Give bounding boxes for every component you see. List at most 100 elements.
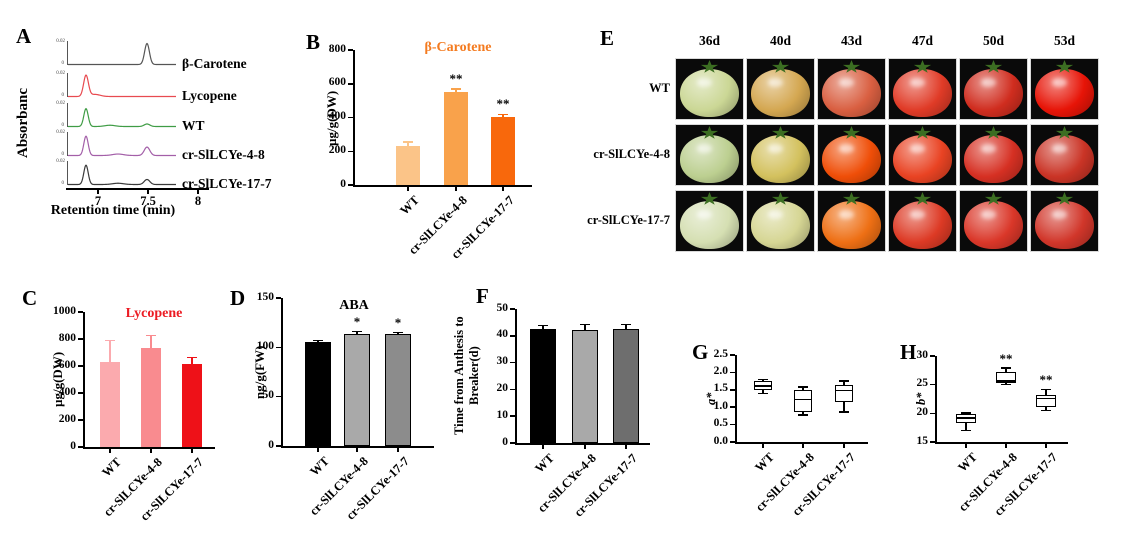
chromatogram-xtick-label: 8 <box>194 194 202 208</box>
C-ytick-label: 0 <box>70 439 76 452</box>
tomato-highlight <box>696 77 712 88</box>
C-bar <box>100 361 120 447</box>
B-y-axis <box>353 50 355 187</box>
H-whisker-cap-lo <box>1001 383 1011 386</box>
B-xtick <box>407 187 409 191</box>
D-errorbar-cap <box>313 339 323 342</box>
H-ytick <box>930 412 935 415</box>
chromatogram-trace-label: cr-SlLCYe-4-8 <box>182 147 265 162</box>
C-ytick <box>78 392 83 394</box>
chart-a-xlabel: Retention time (min) <box>50 203 176 218</box>
photo-cell <box>1030 58 1099 120</box>
F-ytick-label: 20 <box>496 381 509 394</box>
H-ytick <box>930 441 935 443</box>
C-ytick <box>78 419 83 421</box>
D-sig-label: * <box>353 313 361 329</box>
photo-col-header: 47d <box>911 33 933 48</box>
F-xtick <box>625 445 627 449</box>
chromatogram-x-axis <box>66 188 209 190</box>
D-errorbar-cap <box>393 331 403 334</box>
chromatogram-scale-max-label: 0.02 <box>56 39 65 44</box>
D-sig-label: * <box>394 314 402 330</box>
H-y-axis <box>935 356 937 444</box>
photo-cell <box>888 58 957 120</box>
G-ytick <box>730 371 735 374</box>
B-ytick-label: 200 <box>328 143 346 156</box>
chromatogram-scale-max-label: 0.02 <box>56 130 65 135</box>
D-ytick <box>276 445 281 447</box>
photo-cell <box>746 58 815 120</box>
F-ytick-label: 10 <box>496 408 509 421</box>
tomato-highlight <box>696 143 712 154</box>
tomato-photo <box>751 69 810 117</box>
H-ytick-label: 20 <box>916 405 929 418</box>
H-xtick <box>965 444 967 448</box>
H-ytick <box>930 383 935 386</box>
F-bar <box>530 329 556 443</box>
C-errorbar-cap <box>146 334 156 337</box>
H-median-line <box>1036 397 1056 400</box>
panel-letter-g: G <box>692 340 709 364</box>
chromatogram-trace-line <box>68 42 176 66</box>
tomato-photo <box>680 201 739 249</box>
G-ytick-label: 1.0 <box>713 399 728 412</box>
H-ytick <box>930 355 935 357</box>
F-errorbar-cap <box>621 323 631 326</box>
chromatogram-trace-axis <box>67 132 68 156</box>
chart-d-title: ABA <box>339 298 369 313</box>
D-y-axis <box>281 298 283 448</box>
F-errorbar <box>625 324 627 329</box>
tomato-photo <box>1035 201 1094 249</box>
B-bar <box>491 116 515 185</box>
C-x-axis <box>83 447 215 449</box>
B-errorbar <box>407 141 409 147</box>
tomato-photo <box>1035 69 1094 117</box>
C-ytick <box>78 311 83 313</box>
chromatogram-trace-line <box>68 135 176 157</box>
tomato-photo <box>680 69 739 117</box>
F-ytick <box>510 388 515 391</box>
D-xtick <box>397 448 399 452</box>
chromatogram-trace-axis <box>67 161 68 185</box>
B-sig-label: ** <box>449 70 463 86</box>
tomato-photo <box>751 201 810 249</box>
B-ytick <box>348 49 353 51</box>
H-ytick-label: 15 <box>916 434 929 447</box>
tomato-highlight <box>980 77 996 88</box>
photo-row-label: cr-SlLCYe-17-7 <box>587 213 670 227</box>
F-y-axis <box>515 309 517 445</box>
photo-cell <box>817 190 886 252</box>
G-whisker-cap-lo <box>798 414 808 416</box>
tomato-highlight <box>909 209 925 220</box>
G-xtick <box>762 444 764 448</box>
H-whisker-cap-hi <box>961 412 971 414</box>
chromatogram-scale-zero-label: 0 <box>61 152 65 157</box>
B-ytick-label: 400 <box>328 110 346 122</box>
H-median-line <box>956 417 976 419</box>
F-errorbar-cap <box>580 323 590 326</box>
chromatogram-scale-zero-label: 0 <box>61 61 65 66</box>
tomato-photo <box>964 135 1023 183</box>
C-ytick <box>78 446 83 448</box>
C-errorbar-cap <box>105 339 115 342</box>
chromatogram-xtick <box>97 190 99 194</box>
G-ytick <box>730 406 735 408</box>
chromatogram-scale-zero-label: 0 <box>61 123 65 128</box>
photo-cell <box>675 124 744 186</box>
C-y-axis <box>83 312 85 449</box>
panel-letter-c: C <box>22 286 38 310</box>
photo-col-header: 36d <box>698 33 720 48</box>
photo-cell <box>746 190 815 252</box>
B-x-axis <box>353 185 532 187</box>
tomato-highlight <box>838 143 854 154</box>
F-ytick-label: 0 <box>502 435 508 448</box>
F-errorbar <box>542 325 544 330</box>
F-ytick <box>510 415 515 417</box>
photo-cell <box>1030 190 1099 252</box>
tomato-photo <box>822 135 881 183</box>
tomato-highlight <box>767 77 783 88</box>
C-errorbar <box>150 335 152 349</box>
tomato-highlight <box>980 143 996 154</box>
H-sig-label: ** <box>999 351 1013 367</box>
D-errorbar <box>317 340 319 343</box>
